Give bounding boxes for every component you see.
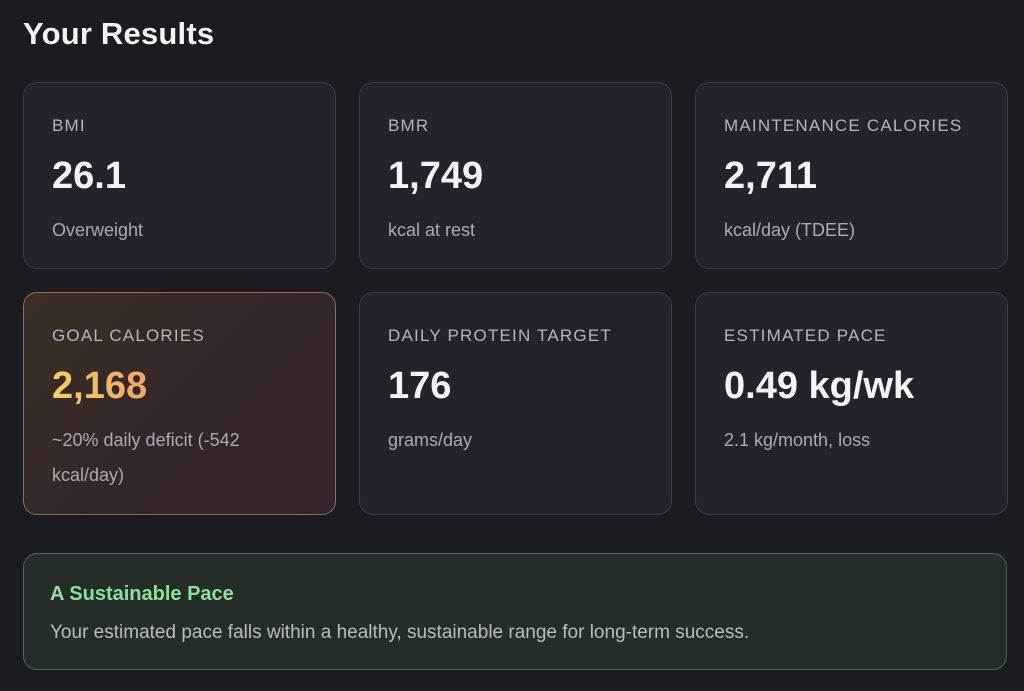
bmi-card: BMI 26.1 Overweight [23, 82, 336, 269]
card-value: 1,749 [388, 155, 484, 197]
protein-target-card: DAILY PROTEIN TARGET 176 grams/day [359, 292, 672, 515]
card-subtext: kcal at rest [388, 220, 476, 240]
results-grid: BMI 26.1 Overweight BMR 1,749 kcal at re… [23, 82, 1008, 515]
card-value: 2,168 [52, 365, 148, 407]
card-label: BMR [388, 116, 430, 135]
card-subtext: ~20% daily deficit (-542 kcal/day) [52, 430, 240, 485]
page-title: Your Results [23, 16, 215, 51]
card-label: GOAL CALORIES [52, 326, 205, 345]
maintenance-calories-card: MAINTENANCE CALORIES 2,711 kcal/day (TDE… [695, 82, 1008, 269]
card-value: 0.49 kg/wk [724, 365, 915, 407]
estimated-pace-card: ESTIMATED PACE 0.49 kg/wk 2.1 kg/month, … [695, 292, 1008, 515]
banner-text: Your estimated pace falls within a healt… [50, 622, 750, 643]
card-subtext: grams/day [388, 430, 473, 450]
card-label: BMI [52, 116, 86, 135]
card-value: 176 [388, 365, 452, 407]
goal-calories-card: GOAL CALORIES 2,168 ~20% daily deficit (… [23, 292, 336, 515]
card-label: MAINTENANCE CALORIES [724, 116, 963, 135]
bmr-card: BMR 1,749 kcal at rest [359, 82, 672, 269]
card-subtext: kcal/day (TDEE) [724, 220, 856, 240]
card-label: DAILY PROTEIN TARGET [388, 326, 612, 345]
banner-title: A Sustainable Pace [50, 583, 234, 605]
sustainable-pace-banner: A Sustainable Pace Your estimated pace f… [23, 553, 1007, 670]
card-value: 26.1 [52, 155, 126, 197]
card-subtext: Overweight [52, 220, 144, 240]
card-subtext: 2.1 kg/month, loss [724, 430, 871, 450]
card-value: 2,711 [724, 155, 817, 197]
card-label: ESTIMATED PACE [724, 326, 887, 345]
